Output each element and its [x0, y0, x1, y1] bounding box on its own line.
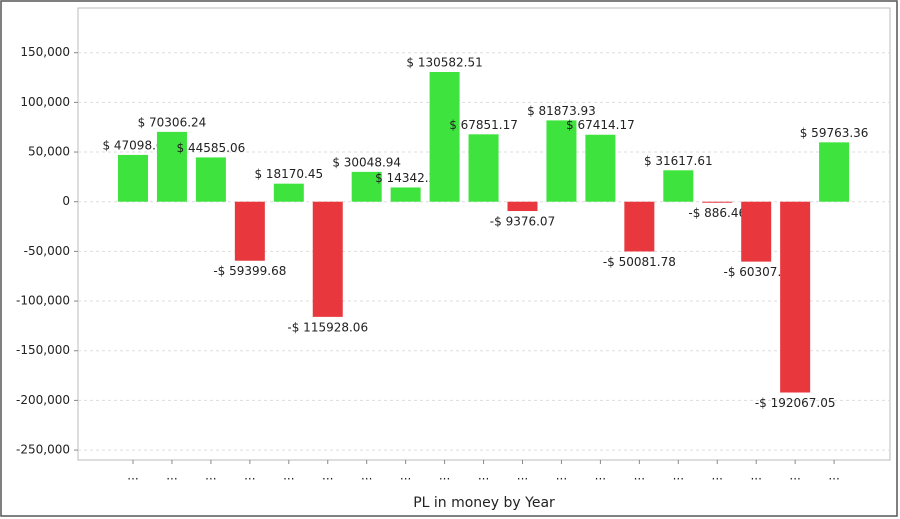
bar	[585, 134, 616, 202]
bar	[195, 157, 226, 202]
data-label: $ 47098.6	[102, 138, 163, 152]
x-tick-label: ...	[205, 469, 216, 483]
bar	[702, 201, 733, 203]
bar	[663, 170, 694, 202]
data-label: $ 81873.93	[527, 104, 596, 118]
bar	[351, 171, 382, 202]
data-label: -$ 886.46	[688, 206, 746, 220]
x-tick-label: ...	[750, 469, 761, 483]
x-tick-label: ...	[673, 469, 684, 483]
x-tick-label: ...	[283, 469, 294, 483]
x-tick-label: ...	[361, 469, 372, 483]
x-tick-label: ...	[478, 469, 489, 483]
x-tick-label: ...	[166, 469, 177, 483]
x-tick-label: ...	[127, 469, 138, 483]
data-label: $ 67414.17	[566, 118, 635, 132]
data-label: $ 130582.51	[406, 55, 482, 69]
bar	[780, 201, 811, 393]
x-tick-label: ...	[556, 469, 567, 483]
bar	[118, 154, 148, 202]
bar	[390, 187, 421, 202]
x-tick-label: ...	[439, 469, 450, 483]
x-tick-label: ...	[244, 469, 255, 483]
x-axis-label: PL in money by Year	[413, 495, 555, 511]
bar	[546, 120, 577, 202]
data-label: $ 18170.45	[254, 167, 323, 181]
x-tick-label: ...	[712, 469, 723, 483]
data-label: -$ 9376.07	[490, 215, 555, 229]
x-tick-label: ...	[322, 469, 333, 483]
bar	[468, 134, 499, 202]
bar	[624, 201, 655, 252]
y-tick-label: 150,000	[20, 45, 70, 59]
bar	[156, 131, 187, 202]
data-label: $ 67851.17	[449, 118, 518, 132]
y-tick-label: -200,000	[16, 393, 70, 407]
data-label: $ 14342.2	[375, 171, 436, 185]
x-tick-label: ...	[400, 469, 411, 483]
y-tick-label: -50,000	[24, 244, 70, 258]
data-label: -$ 115928.06	[287, 320, 368, 334]
bar	[741, 201, 772, 262]
x-tick-label: ...	[595, 469, 606, 483]
data-label: -$ 50081.78	[603, 255, 676, 269]
data-label: -$ 60307.5	[723, 265, 788, 279]
bar	[312, 201, 343, 317]
y-tick-label: -100,000	[16, 294, 70, 308]
y-tick-label: -150,000	[16, 343, 70, 357]
data-label: -$ 59399.68	[213, 264, 286, 278]
x-tick-label: ...	[828, 469, 839, 483]
data-label: -$ 192067.05	[755, 396, 836, 410]
y-tick-label: 50,000	[28, 145, 70, 159]
x-tick-label: ...	[789, 469, 800, 483]
bar	[507, 201, 538, 212]
data-label: $ 44585.06	[177, 141, 246, 155]
data-label: $ 30048.94	[332, 155, 401, 169]
y-tick-label: 0	[62, 194, 70, 208]
data-label: $ 70306.24	[138, 115, 207, 129]
x-tick-label: ...	[634, 469, 645, 483]
bar	[819, 142, 850, 202]
y-tick-label: 100,000	[20, 95, 70, 109]
data-label: $ 59763.36	[800, 126, 869, 140]
bar	[273, 183, 304, 202]
bar	[429, 71, 460, 202]
data-label: $ 31617.61	[644, 154, 713, 168]
bar	[234, 201, 265, 261]
x-tick-label: ...	[517, 469, 528, 483]
y-tick-label: -250,000	[16, 443, 70, 457]
